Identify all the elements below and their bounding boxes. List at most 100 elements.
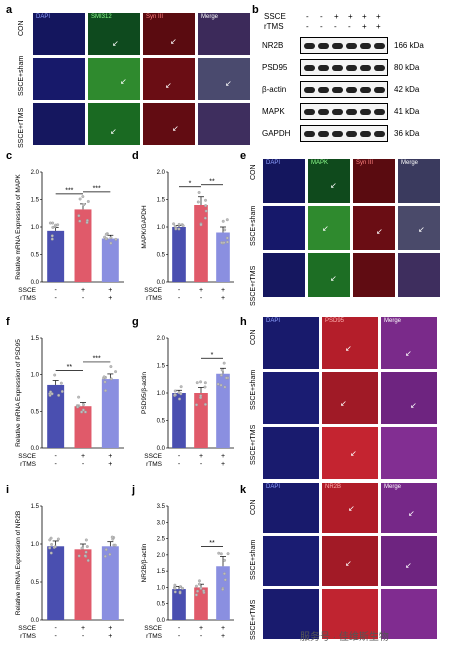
row-label: SSCE+sham <box>250 369 257 410</box>
data-point <box>225 236 229 240</box>
micrograph-dapi <box>262 426 320 480</box>
bar <box>74 549 92 620</box>
arrow-marker: ↙ <box>340 399 347 408</box>
arrow-marker: ↙ <box>165 81 172 90</box>
blot-band <box>346 131 357 137</box>
row-label: CON <box>250 329 257 345</box>
blot-band <box>332 65 343 71</box>
data-point <box>60 390 64 393</box>
y-tick-label: 1.0 <box>157 585 166 591</box>
arrow-marker: ↙ <box>405 561 412 570</box>
blot-band <box>332 43 343 49</box>
blot-lane-sign: + <box>334 12 339 21</box>
data-point <box>197 191 201 194</box>
data-point <box>78 197 82 201</box>
group-label: rTMS <box>20 633 37 640</box>
data-point <box>114 237 118 241</box>
y-tick-label: 0.5 <box>31 580 40 586</box>
data-point <box>202 589 206 593</box>
data-point <box>203 402 207 406</box>
blot-band <box>332 131 343 137</box>
data-point <box>199 223 203 227</box>
blot-band <box>304 109 315 115</box>
panel-label-j: j <box>132 484 136 496</box>
arrow-marker: ↙ <box>408 509 415 518</box>
group-label: SSCE <box>18 453 36 460</box>
blot-band <box>346 109 357 115</box>
micrograph-dapi <box>32 102 86 146</box>
group-label: SSCE <box>18 625 36 632</box>
data-point <box>109 241 113 245</box>
data-point <box>196 200 200 204</box>
data-point <box>48 393 52 397</box>
blot-band <box>360 65 371 71</box>
bar <box>216 373 230 448</box>
blot-band <box>304 43 315 49</box>
group-label: rTMS <box>20 295 37 302</box>
data-point <box>49 390 52 394</box>
micrograph-syn3 <box>352 205 396 251</box>
blot-lane-sign: - <box>320 22 323 31</box>
micrograph-dapi <box>262 252 306 298</box>
micrograph-psd95 <box>321 426 379 480</box>
blot-lane-sign: - <box>320 12 323 21</box>
group-sign: - <box>54 625 57 632</box>
significance-marker: *** <box>93 355 101 362</box>
data-point <box>196 589 200 593</box>
group-sign: + <box>199 287 203 294</box>
y-tick-label: 1.0 <box>31 373 40 379</box>
arrow-marker: ↙ <box>348 504 355 513</box>
data-point <box>102 375 106 379</box>
data-point <box>86 559 90 562</box>
data-point <box>220 368 224 372</box>
significance-marker: *** <box>93 185 101 192</box>
blot-lane-sign: + <box>376 12 381 21</box>
blot-band <box>374 87 385 93</box>
blot-band <box>332 87 343 93</box>
blot-band <box>374 109 385 115</box>
data-point <box>225 218 229 222</box>
data-point <box>221 219 225 223</box>
micrograph-merge <box>380 426 438 480</box>
blot-lane-sign: + <box>362 12 367 21</box>
data-point <box>83 554 87 558</box>
row-label: CON <box>18 20 25 36</box>
group-sign: + <box>108 287 112 294</box>
micrograph-dapi: DAPI <box>262 316 320 370</box>
data-point <box>195 381 199 385</box>
group-label: SSCE <box>144 287 162 294</box>
data-point <box>216 382 220 386</box>
blot-lane-sign: + <box>348 12 353 21</box>
micrograph-merge <box>397 205 441 251</box>
micrograph-syn3: Syn III <box>352 158 396 204</box>
blot-lane-sign: + <box>362 22 367 31</box>
data-point <box>222 361 226 365</box>
row-label: CON <box>250 164 257 180</box>
micrograph-mapk: MAPK <box>307 158 351 204</box>
data-point <box>203 381 207 385</box>
arrow-marker: ↙ <box>225 79 232 88</box>
blot-name: MAPK <box>262 107 285 116</box>
data-point <box>78 219 82 223</box>
y-tick-label: 2.0 <box>31 170 40 176</box>
bar-chart-i: 0.0 0.5 1.0 1.5 Relative mRNA Expression of … <box>15 504 124 640</box>
data-point <box>199 586 203 590</box>
group-sign: + <box>221 295 225 302</box>
y-tick-label: 1.0 <box>157 391 166 397</box>
group-sign: - <box>178 461 181 468</box>
y-axis-label: PSD95/β-actin <box>141 372 148 414</box>
watermark-text: 服务号 · 佳维斯生物 <box>300 632 389 643</box>
data-point <box>224 376 228 380</box>
blot-header-label: SSCE <box>264 12 286 21</box>
y-tick-label: 2.5 <box>157 537 166 543</box>
data-point <box>223 228 227 232</box>
y-tick-label: 1.5 <box>31 198 40 204</box>
group-sign: + <box>81 453 85 460</box>
arrow-marker: ↙ <box>170 37 177 46</box>
data-point <box>81 408 85 412</box>
blot-band <box>318 43 329 49</box>
micrograph-mapk <box>307 205 351 251</box>
data-point <box>173 583 177 587</box>
data-point <box>199 380 203 384</box>
micrograph-psd95: PSD95 <box>321 316 379 370</box>
